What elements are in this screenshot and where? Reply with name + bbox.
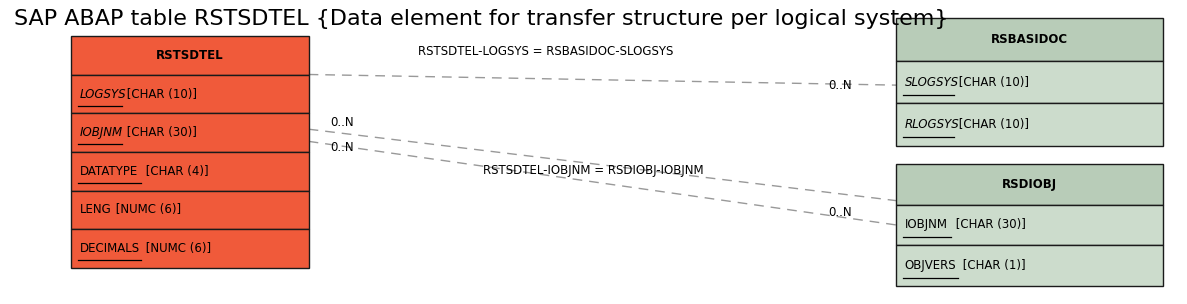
FancyBboxPatch shape (896, 103, 1163, 146)
Text: RSTSDTEL-LOGSYS = RSBASIDOC-SLOGSYS: RSTSDTEL-LOGSYS = RSBASIDOC-SLOGSYS (418, 45, 674, 58)
FancyBboxPatch shape (896, 61, 1163, 103)
Text: [CHAR (1)]: [CHAR (1)] (959, 259, 1026, 272)
Text: RSTSDTEL-IOBJNM = RSDIOBJ-IOBJNM: RSTSDTEL-IOBJNM = RSDIOBJ-IOBJNM (483, 164, 704, 177)
Text: [CHAR (30)]: [CHAR (30)] (123, 126, 197, 139)
FancyBboxPatch shape (71, 75, 309, 113)
Text: DECIMALS: DECIMALS (80, 242, 140, 255)
Text: [CHAR (10)]: [CHAR (10)] (123, 88, 197, 101)
FancyBboxPatch shape (71, 113, 309, 152)
FancyBboxPatch shape (71, 152, 309, 191)
FancyBboxPatch shape (71, 191, 309, 229)
Text: RSTSDTEL: RSTSDTEL (157, 49, 223, 62)
Text: LENG: LENG (80, 203, 112, 216)
Text: [CHAR (10)]: [CHAR (10)] (956, 118, 1029, 131)
Text: [CHAR (4)]: [CHAR (4)] (141, 165, 209, 178)
Text: [NUMC (6)]: [NUMC (6)] (112, 203, 180, 216)
FancyBboxPatch shape (71, 229, 309, 268)
Text: 0..N: 0..N (330, 116, 354, 129)
FancyBboxPatch shape (896, 245, 1163, 286)
Text: OBJVERS: OBJVERS (904, 259, 956, 272)
Text: 0..N: 0..N (829, 79, 852, 92)
Text: RSBASIDOC: RSBASIDOC (991, 33, 1068, 46)
Text: SAP ABAP table RSTSDTEL {Data element for transfer structure per logical system}: SAP ABAP table RSTSDTEL {Data element fo… (14, 9, 948, 29)
FancyBboxPatch shape (896, 18, 1163, 61)
Text: [CHAR (30)]: [CHAR (30)] (952, 219, 1026, 231)
Text: IOBJNM: IOBJNM (80, 126, 122, 139)
Text: 0..N: 0..N (829, 206, 852, 219)
Text: RLOGSYS: RLOGSYS (904, 118, 959, 131)
Text: IOBJNM: IOBJNM (904, 219, 947, 231)
Text: SLOGSYS: SLOGSYS (904, 76, 959, 88)
Text: 0..N: 0..N (330, 141, 354, 154)
FancyBboxPatch shape (896, 205, 1163, 245)
FancyBboxPatch shape (896, 164, 1163, 205)
Text: [NUMC (6)]: [NUMC (6)] (141, 242, 211, 255)
Text: RSDIOBJ: RSDIOBJ (1002, 178, 1058, 191)
Text: [CHAR (10)]: [CHAR (10)] (956, 76, 1029, 88)
FancyBboxPatch shape (71, 36, 309, 75)
Text: DATATYPE: DATATYPE (80, 165, 138, 178)
Text: LOGSYS: LOGSYS (80, 88, 126, 101)
